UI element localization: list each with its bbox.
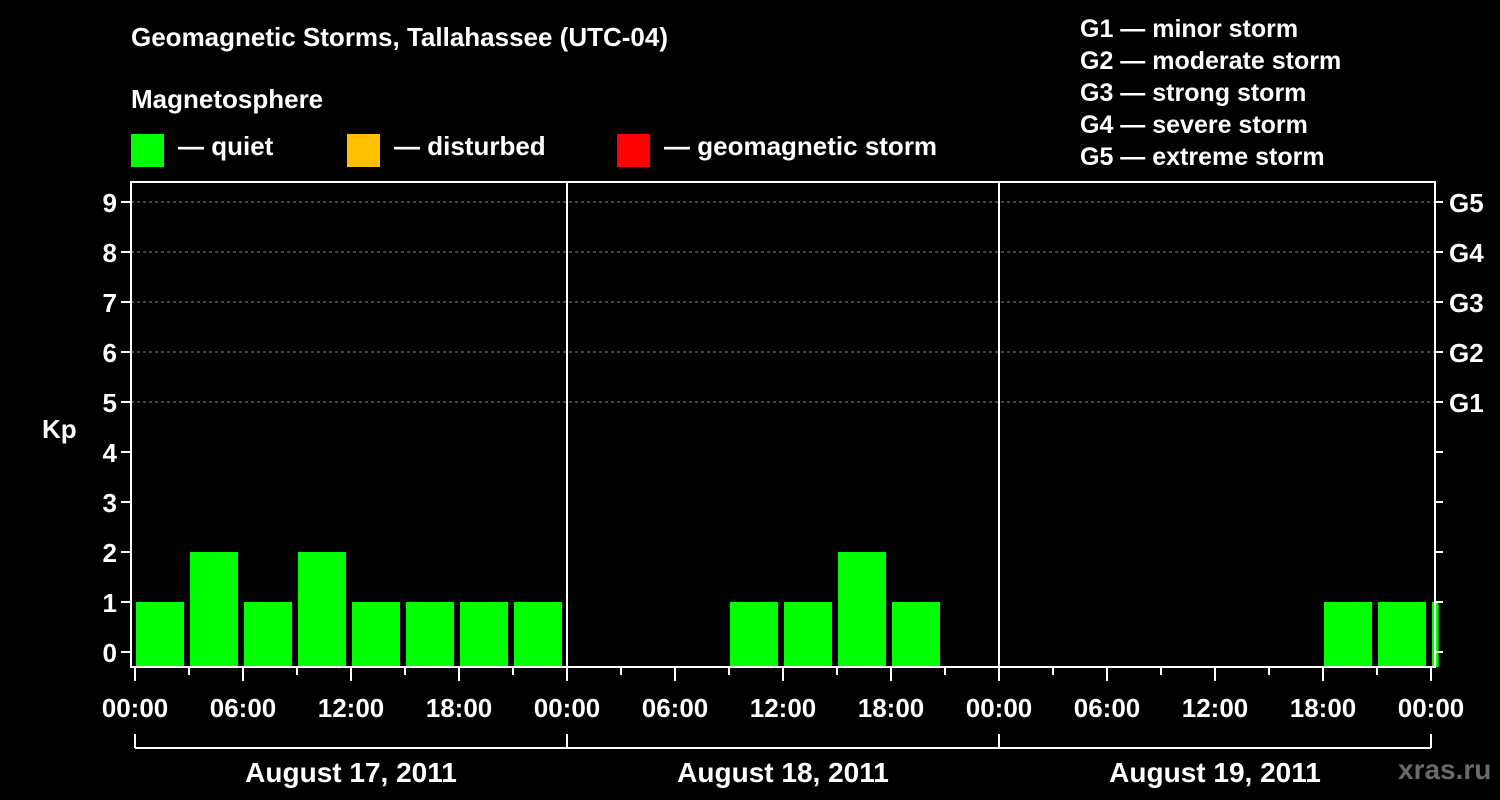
x-tick-label-1: 06:00 — [210, 693, 277, 723]
day-label-0: August 17, 2011 — [245, 757, 457, 788]
bar-11 — [892, 602, 940, 667]
bar-8 — [730, 602, 778, 667]
storm-axis-label-g4: G4 — [1449, 238, 1484, 268]
x-tick-label-8: 00:00 — [966, 693, 1033, 723]
legend-label-storm: — geomagnetic storm — [664, 131, 938, 161]
y-tick-label-2: 2 — [103, 538, 117, 568]
bar-12 — [1324, 602, 1372, 667]
legend-swatch-storm — [617, 134, 650, 167]
x-tick-label-9: 06:00 — [1074, 693, 1141, 723]
y-tick-label-7: 7 — [103, 288, 117, 318]
bar-6 — [460, 602, 508, 667]
x-tick-label-7: 18:00 — [858, 693, 925, 723]
storm-legend-g4: G4 — severe storm — [1080, 111, 1308, 139]
x-tick-label-10: 12:00 — [1182, 693, 1249, 723]
bar-2 — [244, 602, 292, 667]
y-tick-label-4: 4 — [103, 438, 118, 468]
bar-9 — [784, 602, 832, 667]
x-tick-label-0: 00:00 — [102, 693, 169, 723]
y-tick-label-0: 0 — [103, 638, 117, 668]
storm-legend-g3: G3 — strong storm — [1080, 79, 1307, 107]
chart-title: Geomagnetic Storms, Tallahassee (UTC-04) — [131, 22, 669, 52]
y-tick-label-6: 6 — [103, 338, 117, 368]
legend-swatch-disturbed — [347, 134, 380, 167]
x-tick-label-5: 06:00 — [642, 693, 709, 723]
storm-axis-label-g2: G2 — [1449, 338, 1484, 368]
bar-1 — [190, 552, 238, 667]
storm-axis-label-g5: G5 — [1449, 188, 1484, 218]
watermark: xras.ru — [1398, 754, 1492, 785]
storm-legend-g2: G2 — moderate storm — [1080, 47, 1342, 75]
legend-label-quiet: — quiet — [178, 131, 274, 161]
y-tick-label-8: 8 — [103, 238, 117, 268]
day-label-2: August 19, 2011 — [1109, 757, 1321, 788]
legend-swatch-quiet — [131, 134, 164, 167]
bar-5 — [406, 602, 454, 667]
bar-4 — [352, 602, 400, 667]
x-tick-label-3: 18:00 — [426, 693, 493, 723]
storm-axis-label-g3: G3 — [1449, 288, 1484, 318]
legend-label-disturbed: — disturbed — [394, 131, 546, 161]
x-tick-label-4: 00:00 — [534, 693, 601, 723]
storm-legend-g1: G1 — minor storm — [1080, 15, 1299, 43]
bar-0 — [136, 602, 184, 667]
y-tick-label-9: 9 — [103, 188, 117, 218]
x-tick-label-6: 12:00 — [750, 693, 817, 723]
x-tick-label-12: 00:00 — [1398, 693, 1465, 723]
y-tick-label-3: 3 — [103, 488, 117, 518]
x-tick-label-2: 12:00 — [318, 693, 385, 723]
bar-3 — [298, 552, 346, 667]
bar-10 — [838, 552, 886, 667]
y-axis-label: Kp — [42, 414, 77, 444]
y-tick-label-1: 1 — [103, 588, 117, 618]
chart-subtitle: Magnetosphere — [131, 84, 324, 114]
bar-13 — [1378, 602, 1426, 667]
y-tick-label-5: 5 — [103, 388, 117, 418]
storm-legend-g5: G5 — extreme storm — [1080, 143, 1325, 171]
bar-7 — [514, 602, 562, 667]
x-tick-label-11: 18:00 — [1290, 693, 1357, 723]
day-label-1: August 18, 2011 — [677, 757, 889, 788]
storm-axis-label-g1: G1 — [1449, 388, 1484, 418]
